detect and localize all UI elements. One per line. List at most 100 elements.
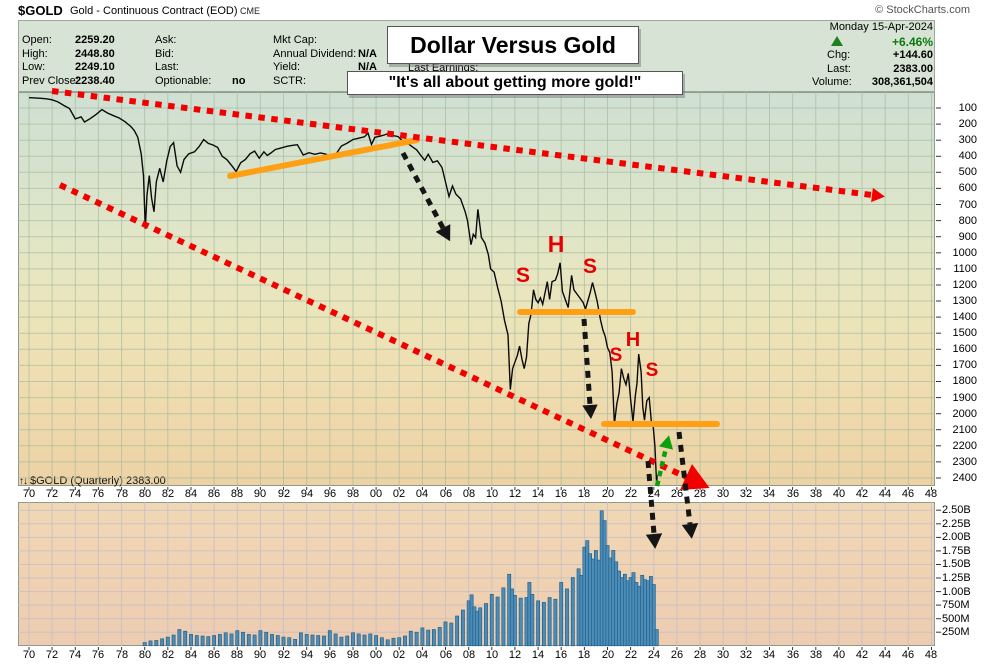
last2-value: 2383.00 [893, 63, 933, 75]
open-label: Open: [22, 34, 52, 46]
ticker-description: Gold - Continuous Contract (EOD) [70, 5, 238, 17]
year-tick-label: 26 [670, 649, 684, 661]
volume-tick-label: 2.25B [942, 518, 971, 530]
price-tick-label: 800 [958, 215, 977, 227]
year-tick-label: 20 [601, 488, 615, 500]
year-tick-label: 72 [45, 488, 59, 500]
price-tick-label: 1400 [952, 311, 977, 323]
year-tick-label: 16 [554, 488, 568, 500]
last-label: Last: [155, 61, 179, 73]
volume-label: Volume: [812, 76, 852, 88]
year-tick-label: 24 [647, 649, 661, 661]
year-tick-label: 78 [115, 488, 129, 500]
year-tick-label: 92 [277, 488, 291, 500]
year-tick-label: 02 [392, 649, 406, 661]
price-tick-label: 900 [958, 231, 977, 243]
year-tick-label: 76 [91, 488, 105, 500]
year-tick-label: 84 [184, 488, 198, 500]
year-tick-label: 32 [739, 488, 753, 500]
year-tick-label: 96 [323, 488, 337, 500]
sctr-label: SCTR: [273, 75, 306, 87]
year-tick-label: 46 [901, 488, 915, 500]
volume-tick-label: 1.75B [942, 545, 971, 557]
volume-tick-label: 750M [942, 599, 970, 611]
year-tick-label: 16 [554, 649, 568, 661]
chart-subtitle-callout: "It's all about getting more gold!" [347, 71, 683, 95]
price-tick-label: 2400 [952, 472, 977, 484]
year-tick-label: 98 [346, 649, 360, 661]
year-tick-label: 28 [693, 488, 707, 500]
year-tick-label: 42 [855, 649, 869, 661]
year-tick-label: 34 [762, 488, 776, 500]
price-tick-label: 1000 [952, 247, 977, 259]
year-tick-label: 00 [369, 649, 383, 661]
volume-tick-label: 500M [942, 613, 970, 625]
inverted-scale-icon: ↑↓ [19, 476, 28, 487]
year-tick-label: 14 [531, 488, 545, 500]
prev-close-value: 2238.40 [75, 75, 115, 87]
year-tick-label: 70 [22, 488, 36, 500]
pct-change-value: +6.46% [891, 35, 933, 49]
volume-tick-label: 2.00B [942, 531, 971, 543]
year-tick-label: 94 [300, 649, 314, 661]
year-tick-label: 40 [832, 488, 846, 500]
year-tick-label: 32 [739, 649, 753, 661]
volume-tick-label: 250M [942, 626, 970, 638]
year-tick-label: 74 [68, 488, 82, 500]
price-tick-label: 2200 [952, 440, 977, 452]
price-legend: ↑↓ $GOLD (Quarterly) 2383.00 [19, 475, 166, 487]
optionable-value: no [232, 75, 246, 87]
chg-label: Chg: [827, 49, 851, 61]
year-tick-label: 84 [184, 649, 198, 661]
year-tick-label: 04 [415, 649, 429, 661]
year-tick-label: 06 [439, 649, 453, 661]
prev-close-label: Prev Close: [22, 75, 79, 87]
price-tick-label: 300 [958, 134, 977, 146]
year-tick-label: 46 [901, 649, 915, 661]
year-tick-label: 80 [138, 649, 152, 661]
year-tick-label: 26 [670, 488, 684, 500]
price-tick-label: 2300 [952, 456, 977, 468]
volume-tick-label: 1.25B [942, 572, 971, 584]
year-tick-label: 02 [392, 488, 406, 500]
year-tick-label: 88 [230, 649, 244, 661]
volume-tick-label: 1.50B [942, 558, 971, 570]
price-tick-label: 1900 [952, 392, 977, 404]
year-tick-label: 22 [624, 649, 638, 661]
price-tick-label: 1600 [952, 343, 977, 355]
year-tick-label: 24 [647, 488, 661, 500]
year-tick-label: 90 [253, 649, 267, 661]
price-tick-label: 1700 [952, 359, 977, 371]
year-tick-label: 70 [22, 649, 36, 661]
year-tick-label: 12 [508, 649, 522, 661]
volume-pane [18, 502, 935, 646]
year-tick-label: 88 [230, 488, 244, 500]
high-label: High: [22, 48, 48, 60]
year-tick-label: 40 [832, 649, 846, 661]
year-tick-label: 86 [207, 488, 221, 500]
price-tick-label: 400 [958, 150, 977, 162]
volume-tick-label: 1.00B [942, 586, 971, 598]
year-tick-label: 30 [716, 488, 730, 500]
chg-value: +144.60 [892, 49, 933, 61]
price-tick-label: 1200 [952, 279, 977, 291]
year-tick-label: 00 [369, 488, 383, 500]
year-tick-label: 14 [531, 649, 545, 661]
year-tick-label: 34 [762, 649, 776, 661]
last2-label: Last: [827, 63, 851, 75]
price-tick-label: 100 [958, 102, 977, 114]
year-tick-label: 08 [462, 488, 476, 500]
year-tick-label: 96 [323, 649, 337, 661]
year-tick-label: 28 [693, 649, 707, 661]
price-tick-label: 2000 [952, 408, 977, 420]
arrow-up-icon [831, 36, 843, 46]
year-tick-label: 90 [253, 488, 267, 500]
year-tick-label: 72 [45, 649, 59, 661]
year-tick-label: 12 [508, 488, 522, 500]
mktcap-label: Mkt Cap: [273, 34, 318, 46]
price-pane [18, 92, 935, 486]
year-tick-label: 08 [462, 649, 476, 661]
yield-label: Yield: [273, 61, 301, 73]
year-tick-label: 92 [277, 649, 291, 661]
